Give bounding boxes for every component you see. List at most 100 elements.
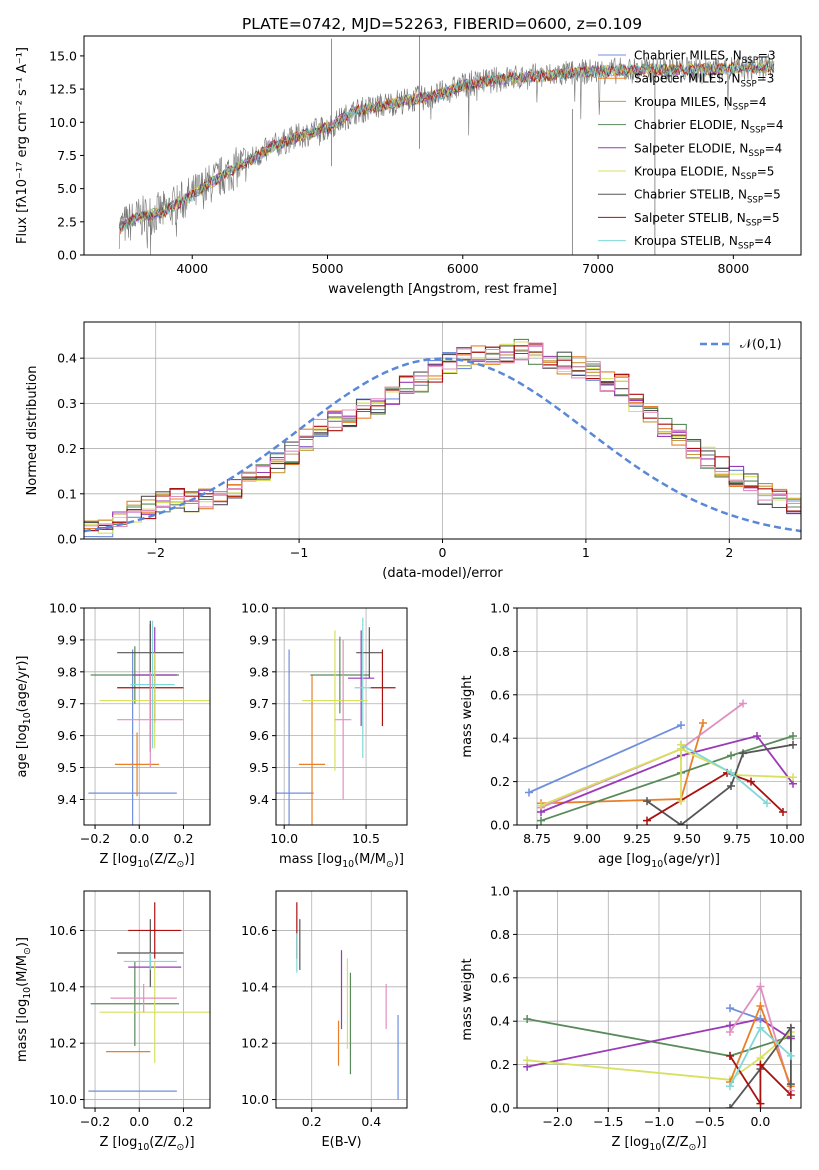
x-tick-label: −0.2	[80, 831, 110, 846]
legend-label: 𝒩(0,1)	[740, 336, 782, 351]
y-tick-label: 0.0	[57, 248, 77, 263]
y-tick-label: 9.4	[57, 792, 77, 807]
weight-marker	[677, 797, 685, 806]
text-span: =3	[758, 49, 776, 63]
plot-area	[517, 891, 801, 1108]
legend-label: Salpeter STELIB, NSSP=5	[634, 211, 780, 229]
text-span: SSP	[741, 79, 757, 89]
y-tick-label: 10.2	[241, 1036, 269, 1051]
text-span: Salpeter ELODIE, N	[634, 141, 748, 155]
y-tick-label: 0.4	[57, 351, 77, 366]
x-tick-label: −1	[290, 545, 308, 560]
axes-frame	[516, 890, 802, 1109]
text-span: ⊙	[386, 859, 394, 870]
weight-line	[729, 1055, 792, 1107]
weight-line	[528, 724, 682, 794]
y-tick-label: 0.4	[490, 731, 510, 746]
y-tick-label: 0.0	[490, 1101, 510, 1116]
plot-area	[276, 608, 407, 825]
text-span: ⊙	[22, 947, 33, 955]
x-axis-label: Z [log10(Z/Z⊙)]	[99, 852, 194, 870]
text-span: SSP	[747, 195, 763, 205]
text-span: Z [log	[99, 1135, 137, 1150]
text-span: wavelength [Angstrom, rest frame]	[328, 282, 557, 297]
weight-marker	[726, 1104, 734, 1108]
residual-histogram	[84, 346, 801, 538]
text-span: Chabrier STELIB, N	[634, 188, 747, 202]
weight-marker	[789, 732, 797, 741]
axes-frame	[83, 890, 211, 1109]
x-axis-label: mass [log10(M/M⊙)]	[279, 852, 404, 870]
weight-marker	[727, 768, 735, 777]
gaussian-curve	[84, 357, 801, 533]
text-span: (M/M	[354, 852, 386, 867]
x-axis-label: Z [log10(Z/Z⊙)]	[611, 1135, 706, 1153]
text-span: (M/M	[15, 955, 30, 987]
weight-marker	[756, 1002, 765, 1011]
plot-area	[517, 608, 801, 825]
x-tick-label: 0.2	[174, 831, 194, 846]
x-tick-label: 10.00	[769, 831, 805, 846]
residual-histogram	[84, 345, 801, 530]
weight-marker	[537, 816, 545, 825]
plot-area	[84, 608, 210, 825]
y-axis-label: Flux [fλ10⁻¹⁷ erg cm⁻² s⁻¹ A⁻¹]	[15, 47, 30, 244]
text-span: SSP	[748, 149, 764, 159]
text-span: SSP	[750, 126, 766, 136]
weight-marker	[786, 1023, 795, 1032]
y-tick-label: 10.0	[49, 601, 77, 616]
y-tick-label: 10.0	[49, 1092, 77, 1107]
legend-label: Kroupa MILES, NSSP=4	[634, 95, 767, 113]
text-span: Kroupa STELIB, N	[634, 234, 738, 248]
text-span: 𝒩(0,1)	[740, 336, 782, 351]
weight-marker	[779, 807, 787, 816]
text-span: )]	[394, 852, 404, 867]
weight-marker	[789, 773, 797, 782]
y-tick-label: 0.0	[57, 532, 77, 547]
residual-histogram	[84, 342, 801, 528]
y-tick-label: 0.8	[490, 927, 510, 942]
y-tick-label: 0.4	[490, 1014, 510, 1029]
y-tick-label: 1.0	[490, 601, 510, 616]
y-tick-label: 9.7	[249, 696, 269, 711]
weight-line	[540, 722, 704, 805]
x-axis-label: wavelength [Angstrom, rest frame]	[328, 282, 557, 297]
legend-label: Salpeter MILES, NSSP=3	[634, 72, 774, 90]
text-span: 10	[649, 1142, 661, 1153]
y-tick-label: 0.6	[490, 970, 510, 985]
weight-marker	[726, 1004, 734, 1013]
weight-line	[526, 1018, 792, 1068]
y-tick-label: 9.8	[57, 664, 77, 679]
text-span: SSP	[741, 172, 757, 182]
plot-area	[276, 891, 407, 1108]
text-span: (Z/Z	[149, 1135, 176, 1150]
text-span: Chabrier MILES, N	[634, 49, 742, 63]
x-tick-label: 8.75	[523, 831, 551, 846]
weight-marker	[786, 1080, 795, 1089]
y-tick-label: 5.0	[57, 181, 77, 196]
y-tick-label: 9.9	[57, 632, 77, 647]
text-span: Flux [fλ10⁻¹⁷ erg cm⁻² s⁻¹ A⁻¹]	[15, 47, 30, 244]
weight-marker	[727, 751, 735, 760]
text-span: Normed distribution	[25, 366, 40, 496]
x-tick-label: 0	[439, 545, 447, 560]
weight-marker	[525, 788, 533, 797]
text-span: (Z/Z	[661, 1135, 688, 1150]
weight-marker	[756, 982, 765, 991]
x-tick-label: −0.2	[80, 1114, 110, 1129]
y-tick-label: 0.2	[57, 441, 77, 456]
x-tick-label: 5000	[312, 261, 344, 276]
chart-mass_vs_EBV: 0.2 0.4 10.0 10.2 10.4 10.6 E(B-V)	[241, 890, 408, 1150]
weight-marker	[756, 1023, 765, 1032]
x-tick-label: −2	[146, 545, 164, 560]
text-span: )]	[696, 1135, 706, 1150]
legend-label: Chabrier ELODIE, NSSP=4	[634, 118, 783, 136]
text-span: ⊙	[177, 859, 185, 870]
x-tick-label: 1	[582, 545, 590, 560]
y-tick-label: 12.5	[49, 82, 77, 97]
text-span: Salpeter MILES, N	[634, 72, 741, 86]
residual-histogram	[84, 341, 801, 534]
weight-marker	[739, 699, 747, 708]
x-tick-label: 7000	[582, 261, 614, 276]
